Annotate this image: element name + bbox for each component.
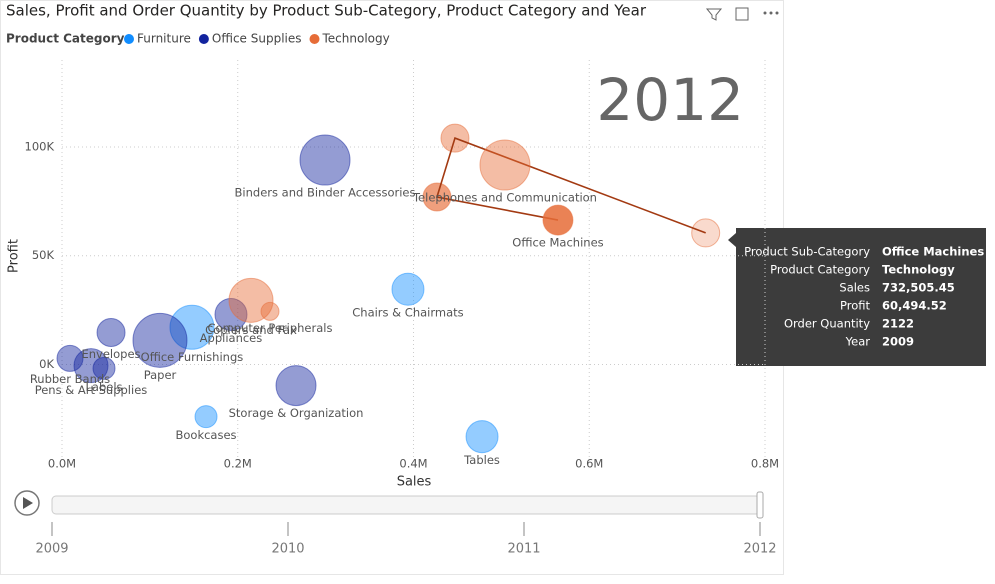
- chart-title: Sales, Profit and Order Quantity by Prod…: [6, 2, 647, 20]
- tooltip-label: Product Category: [770, 263, 870, 277]
- bubble-label: Storage & Organization: [229, 406, 364, 420]
- tooltip: Product Sub-Category Office Machines Produ…: [728, 228, 986, 366]
- play-axis: [14, 490, 764, 519]
- play-icon[interactable]: [23, 497, 33, 509]
- y-axis-title: Profit: [7, 239, 22, 273]
- bubble: [194, 405, 218, 429]
- tooltip-value: Technology: [882, 263, 955, 277]
- bubble: [56, 344, 84, 372]
- legend-marker: [309, 34, 320, 44]
- tooltip-value: 2009: [882, 335, 914, 349]
- play-axis-label: 2011: [507, 542, 540, 557]
- bubble-label: Rubber Bands: [30, 372, 110, 386]
- bubble: [92, 356, 116, 380]
- bubble-label: Pens & Art Supplies: [35, 383, 148, 397]
- bubble-label: Envelopes: [82, 347, 141, 361]
- legend-label: Technology: [322, 32, 390, 46]
- play-slider[interactable]: [51, 495, 761, 515]
- legend-marker: [124, 34, 134, 44]
- bubble: [214, 297, 248, 331]
- bubble: [465, 420, 499, 454]
- legend-label: Office Supplies: [212, 32, 302, 46]
- play-axis-label: 2009: [35, 542, 68, 557]
- x-tick-label: 0.8M: [751, 457, 779, 471]
- bubble: [96, 318, 126, 348]
- x-tick-label: 0.0M: [48, 457, 76, 471]
- bubble: [132, 312, 188, 368]
- bubble: [479, 139, 531, 191]
- bubble: [260, 301, 280, 321]
- tooltip-value: 60,494.52: [882, 299, 947, 313]
- bubble-label: Tables: [463, 453, 500, 467]
- play-handle[interactable]: [756, 491, 764, 519]
- tooltip-label: Profit: [840, 299, 870, 313]
- y-tick-label: 50K: [32, 248, 55, 262]
- tooltip-value: 732,505.45: [882, 281, 955, 295]
- focus-icon[interactable]: [735, 7, 749, 21]
- x-tick-label: 0.2M: [224, 457, 252, 471]
- legend-label: Furniture: [137, 32, 191, 46]
- bubble-label: Bookcases: [175, 428, 236, 442]
- x-axis-title: Sales: [397, 475, 432, 490]
- tooltip-value: Office Machines: [882, 245, 984, 259]
- tooltip-value: 2122: [882, 317, 914, 331]
- bubble-label: Labels: [85, 380, 122, 394]
- bubble: [542, 204, 574, 236]
- bubble: [73, 348, 109, 384]
- bubble: [275, 365, 317, 407]
- play-axis-label: 2012: [743, 542, 776, 557]
- trail-line: [435, 137, 706, 234]
- y-tick-label: 100K: [25, 139, 55, 153]
- tooltip-label: Sales: [839, 281, 870, 295]
- tooltip-label: Order Quantity: [784, 317, 870, 331]
- bubble: [391, 272, 425, 306]
- bubble: [169, 304, 215, 350]
- x-tick-label: 0.4M: [399, 457, 427, 471]
- bubble-label: Binders and Binder Accessories: [235, 186, 416, 200]
- bubble: [299, 134, 351, 186]
- legend-title: Product Category: [6, 32, 125, 46]
- tooltip-label: Year: [845, 335, 871, 349]
- bubble-label: Computer Peripherals: [208, 321, 333, 335]
- bubble-label: Appliances: [200, 331, 263, 345]
- bubble-label: Telephones and Communication: [412, 191, 597, 205]
- x-tick-label: 0.6M: [575, 457, 603, 471]
- tooltip-label: Product Sub-Category: [744, 245, 870, 259]
- legend-marker: [198, 34, 209, 44]
- bubble-label: Chairs & Chairmats: [352, 306, 463, 320]
- header-icons[interactable]: [705, 7, 779, 21]
- filter-icon[interactable]: [705, 8, 723, 21]
- y-tick-label: 0K: [39, 357, 54, 371]
- tooltip-box: [728, 228, 986, 366]
- more-options-icon[interactable]: [763, 11, 779, 15]
- play-axis-label: 2010: [271, 542, 304, 557]
- bubble-label: Office Furnishings: [141, 350, 244, 364]
- bubble: [228, 277, 274, 323]
- bubble-label: Office Machines: [512, 236, 603, 250]
- bubble-label: Copiers and Fax: [205, 323, 297, 337]
- bubble-label: Paper: [144, 368, 177, 382]
- year-watermark: 2012: [596, 66, 744, 134]
